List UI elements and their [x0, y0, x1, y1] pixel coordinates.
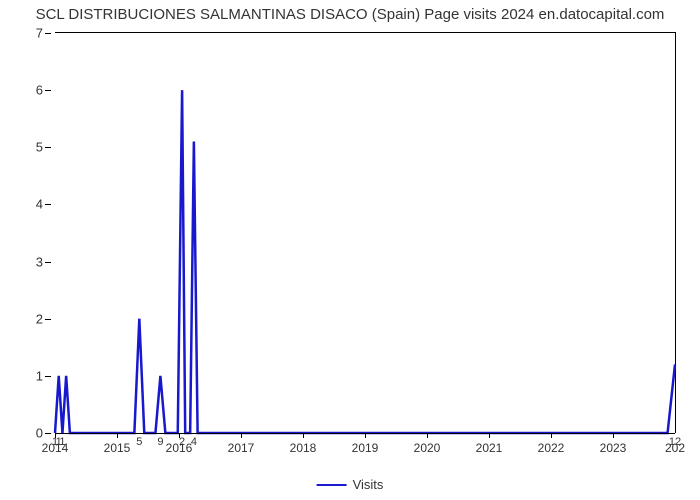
x-tick	[489, 433, 490, 438]
x-tick-label: 2019	[352, 441, 379, 455]
x-tick	[613, 433, 614, 438]
point-label: 12	[669, 436, 681, 448]
y-tick	[45, 33, 51, 34]
y-tick	[45, 433, 51, 434]
x-tick-label: 2021	[476, 441, 503, 455]
y-tick-label: 0	[27, 426, 43, 441]
y-tick	[45, 147, 51, 148]
plot-area: 0123456720142015201620172018201920202021…	[55, 32, 676, 433]
series-line	[55, 33, 675, 433]
y-tick	[45, 376, 51, 377]
x-tick-label: 2020	[414, 441, 441, 455]
x-tick	[365, 433, 366, 438]
x-tick	[303, 433, 304, 438]
y-tick	[45, 319, 51, 320]
y-tick-label: 6	[27, 83, 43, 98]
y-tick	[45, 262, 51, 263]
point-label: 2	[179, 436, 185, 448]
x-tick	[427, 433, 428, 438]
y-tick-label: 3	[27, 254, 43, 269]
y-tick-label: 4	[27, 197, 43, 212]
chart-container: SCL DISTRIBUCIONES SALMANTINAS DISACO (S…	[0, 0, 700, 500]
point-label: 1	[59, 436, 65, 448]
chart-title: SCL DISTRIBUCIONES SALMANTINAS DISACO (S…	[0, 0, 700, 23]
x-tick	[241, 433, 242, 438]
legend: Visits	[317, 477, 384, 492]
y-tick	[45, 90, 51, 91]
y-tick-label: 1	[27, 368, 43, 383]
point-label: 5	[136, 436, 142, 448]
y-tick-label: 7	[27, 26, 43, 41]
x-tick-label: 2023	[600, 441, 627, 455]
y-tick-label: 2	[27, 311, 43, 326]
legend-swatch	[317, 484, 347, 486]
x-tick	[551, 433, 552, 438]
y-tick	[45, 204, 51, 205]
x-tick-label: 2022	[538, 441, 565, 455]
x-tick-label: 2015	[104, 441, 131, 455]
legend-label: Visits	[353, 477, 384, 492]
point-label: 9	[157, 436, 163, 448]
x-tick	[117, 433, 118, 438]
point-label: 4	[191, 436, 197, 448]
x-tick-label: 2018	[290, 441, 317, 455]
x-tick-label: 2017	[228, 441, 255, 455]
y-tick-label: 5	[27, 140, 43, 155]
